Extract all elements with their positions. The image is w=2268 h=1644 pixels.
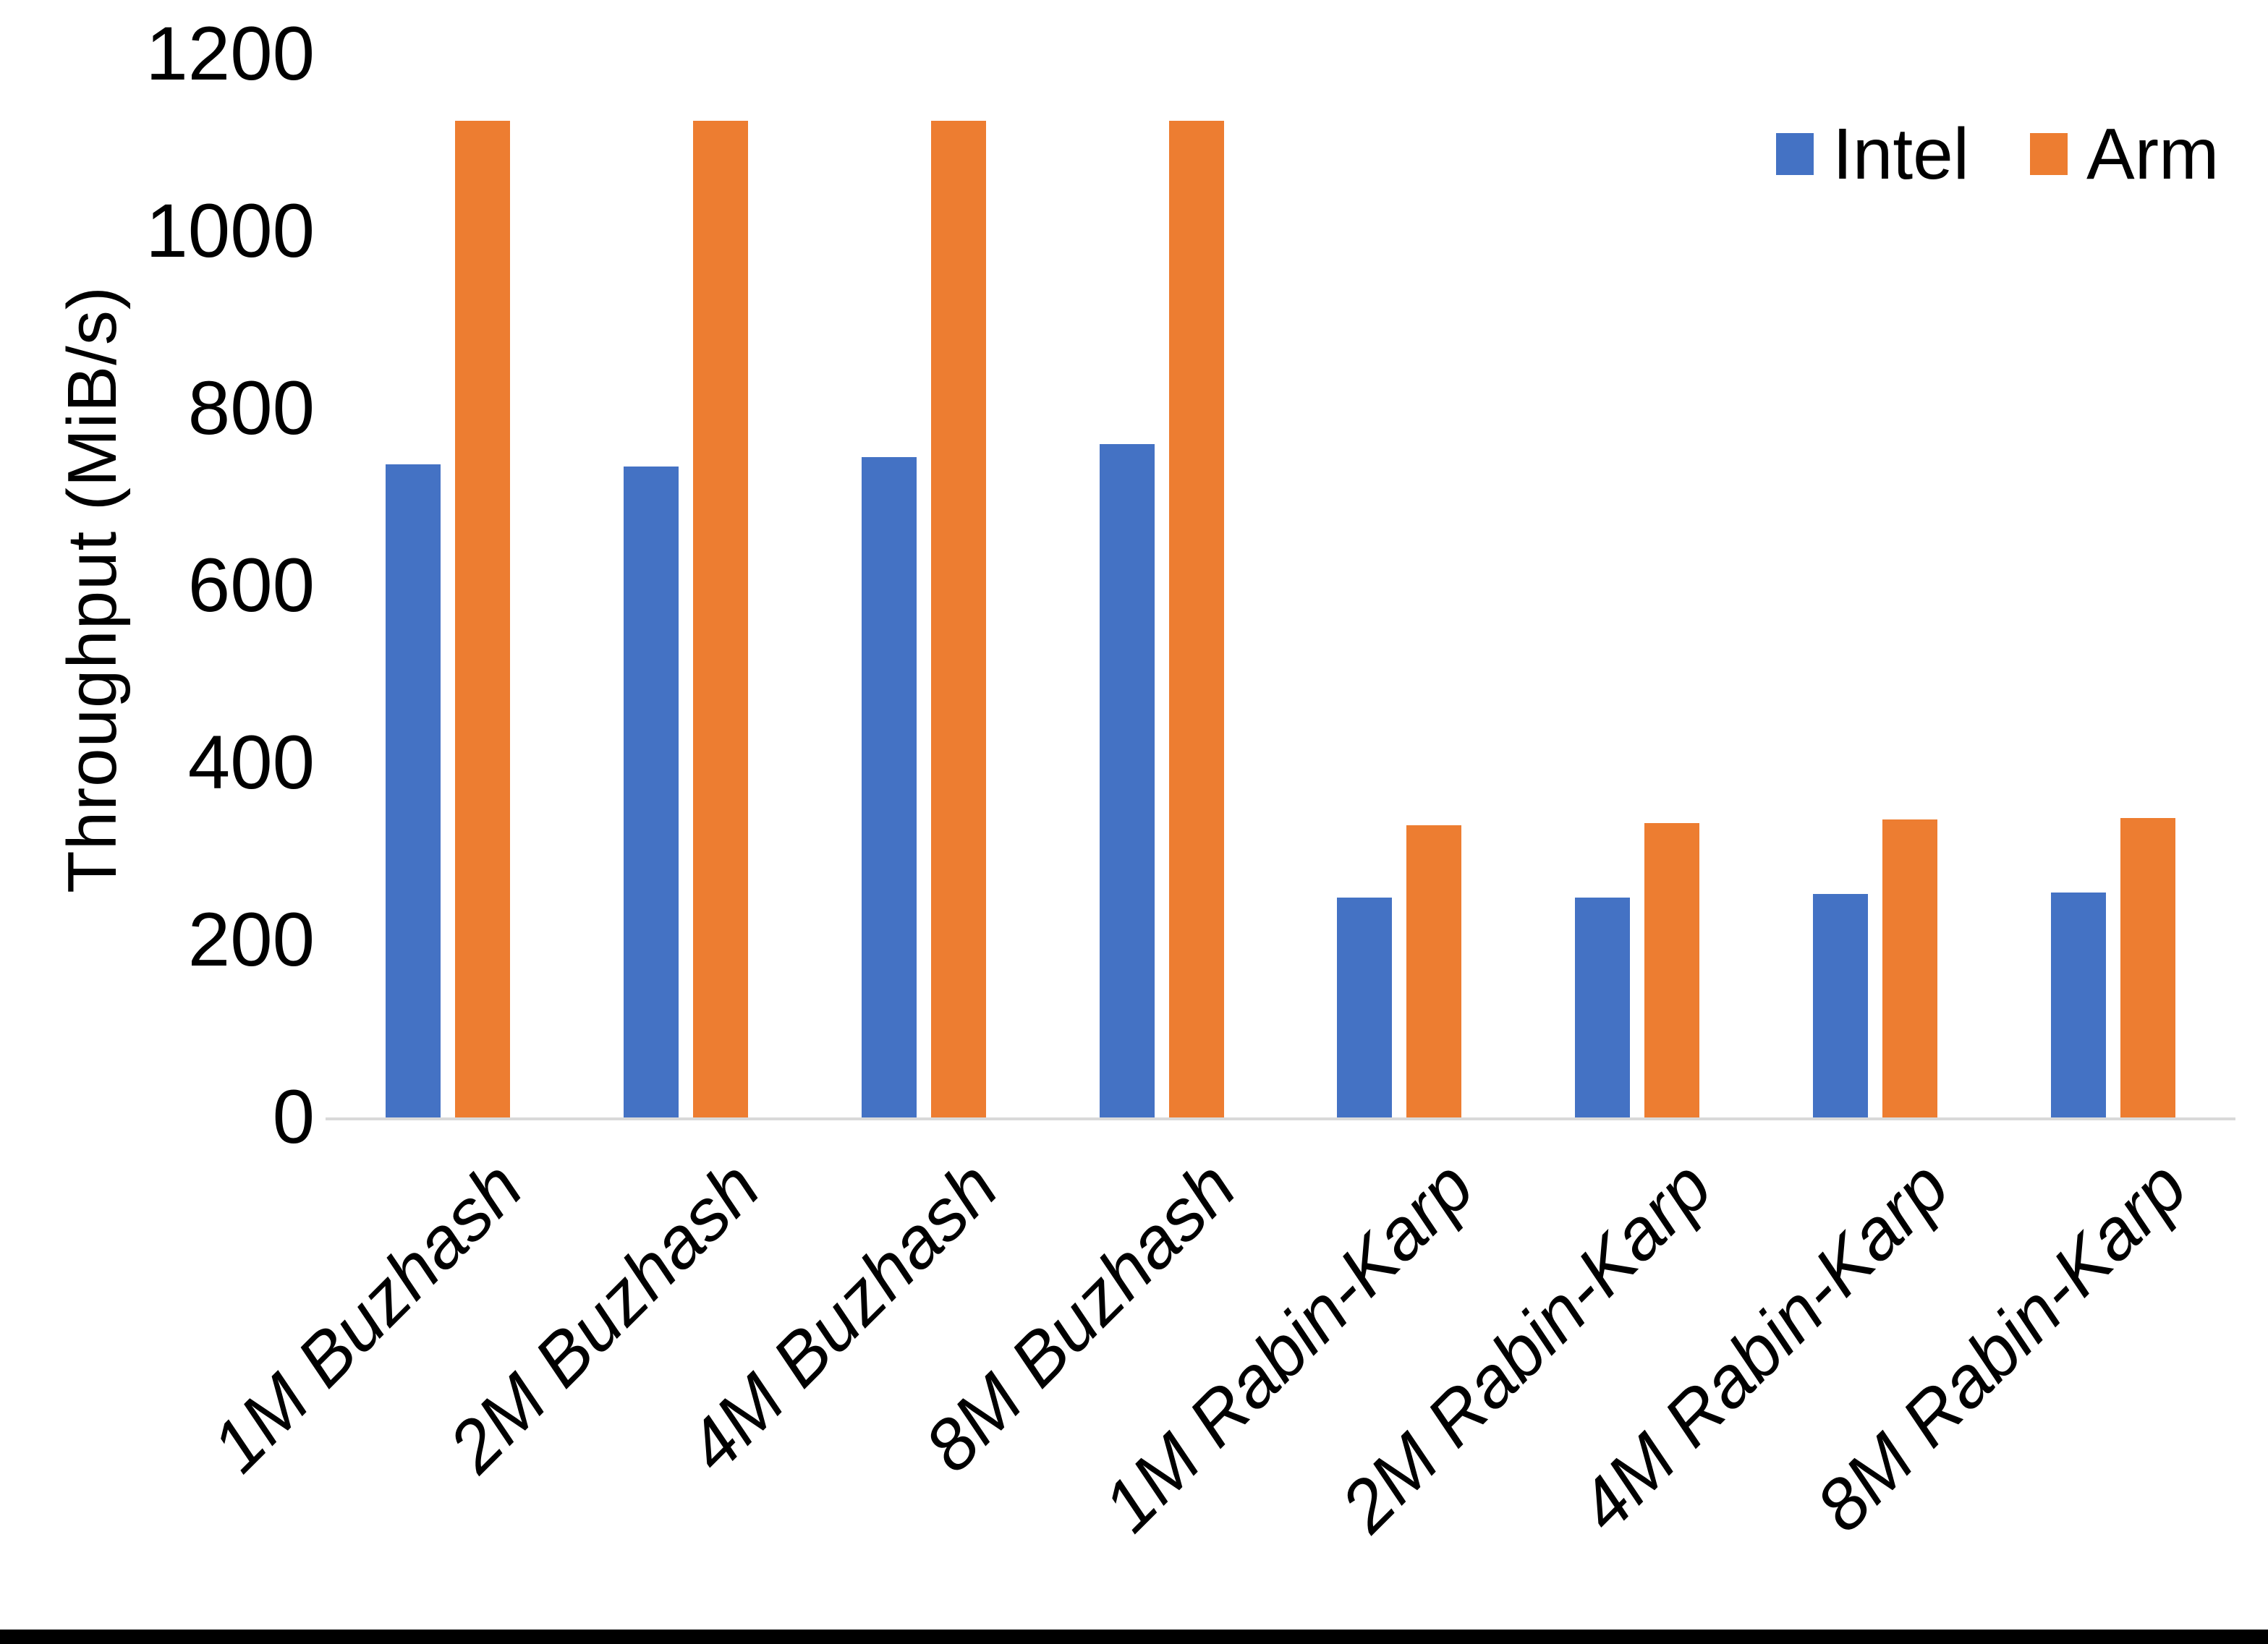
bar-arm-8m-rabin-karp [2120, 817, 2175, 1117]
bar-intel-2m-rabin-karp [1575, 898, 1631, 1117]
y-tick-label-400: 400 [187, 720, 315, 805]
bottom-border-bar [0, 1630, 2268, 1644]
legend-label-arm: Arm [2086, 114, 2220, 195]
y-tick-label-1200: 1200 [145, 12, 315, 96]
x-axis-baseline [326, 1117, 2235, 1120]
legend-swatch-arm [2030, 133, 2068, 175]
bar-arm-4m-rabin-karp [1882, 819, 1937, 1117]
bar-intel-2m-buzhash [624, 466, 679, 1117]
legend: Intel Arm [1776, 114, 2219, 194]
bar-intel-1m-rabin-karp [1337, 898, 1393, 1117]
bar-intel-1m-buzhash [386, 464, 441, 1117]
y-tick-label-1000: 1000 [145, 189, 315, 273]
bar-intel-4m-buzhash [861, 457, 917, 1117]
bar-arm-8m-buzhash [1168, 120, 1224, 1117]
bar-intel-8m-buzhash [1099, 444, 1155, 1117]
legend-label-intel: Intel [1832, 114, 1970, 195]
bar-arm-1m-rabin-karp [1406, 825, 1462, 1117]
bar-arm-1m-buzhash [455, 120, 511, 1117]
bar-arm-4m-buzhash [930, 120, 986, 1117]
y-tick-label-0: 0 [272, 1075, 315, 1159]
legend-swatch-intel [1776, 133, 1814, 175]
bar-arm-2m-buzhash [693, 120, 749, 1117]
y-tick-label-800: 800 [187, 366, 315, 451]
y-tick-label-200: 200 [187, 898, 315, 982]
bar-arm-2m-rabin-karp [1644, 823, 1700, 1117]
bar-intel-8m-rabin-karp [2050, 892, 2106, 1117]
y-tick-label-600: 600 [187, 543, 315, 628]
bar-intel-4m-rabin-karp [1812, 894, 1868, 1117]
